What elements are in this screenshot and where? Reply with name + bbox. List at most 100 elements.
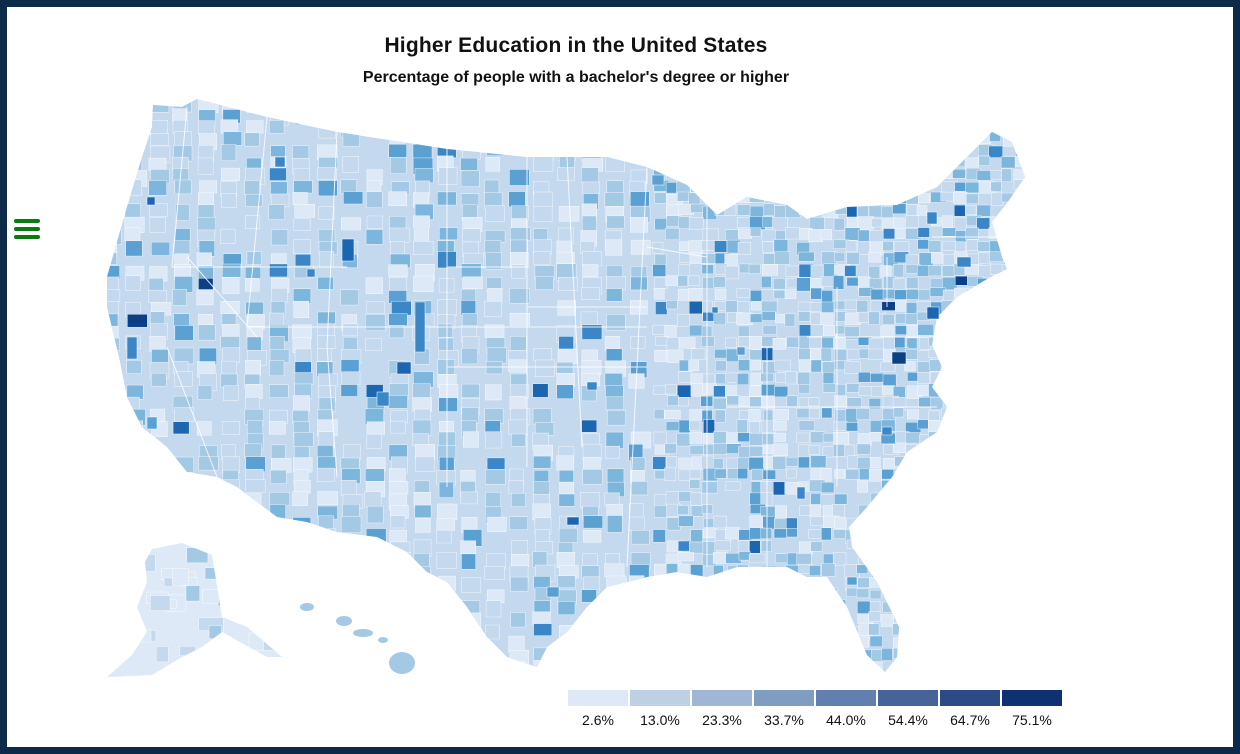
county-cell [965,457,980,472]
county-cell [786,336,799,348]
county-cell [726,191,742,206]
county-cell [810,431,825,444]
county-cell [846,205,858,219]
county-cell [965,227,979,240]
county-cell [654,588,667,600]
county-cell [880,614,895,627]
county-cell [198,192,214,207]
county-cell [988,530,1005,543]
county-cell [940,407,954,418]
county-cell [532,132,548,147]
county-cell [714,468,727,479]
county-cell [977,241,991,252]
county-cell [340,179,357,194]
county-cell [174,179,192,195]
county-cell [714,240,728,253]
county-cell [559,481,574,496]
county-cell [1025,290,1037,302]
county-cell [388,395,408,409]
county-cell [511,493,526,507]
county-cell [366,421,386,435]
county-cell [882,506,898,517]
county-cell [220,119,239,134]
county-cell [976,599,993,613]
county-cell [292,192,308,205]
county-cell [1012,253,1025,265]
county-cell [606,468,625,483]
county-cell [1015,145,1025,158]
county-cell [437,119,457,135]
county-cell [653,578,668,589]
county-cell [737,301,750,314]
county-cell [917,167,932,182]
county-cell [485,600,502,618]
county-cell [124,587,142,602]
county-cell [748,457,765,471]
county-cell [929,359,946,372]
county-cell [761,229,776,242]
county-cell [222,590,239,606]
county-cell [978,313,994,325]
county-cell [631,530,650,545]
county-cell [107,179,123,196]
county-cell [340,384,358,397]
county-cell [988,612,1004,625]
county-cell [820,347,833,362]
county-cell [197,494,214,509]
county-cell [918,541,930,552]
county-cell [810,287,822,300]
county-cell [511,433,526,447]
county-cell [772,338,787,350]
county-cell [844,361,861,374]
county-cell [881,469,895,480]
county-cell [711,306,719,314]
county-cell [966,239,979,251]
county-cell [713,121,725,132]
county-cell [688,420,701,431]
county-cell [928,336,941,347]
county-cell [340,516,362,533]
county-cell [533,348,552,362]
county-cell [833,673,844,685]
legend-label: 2.6% [582,712,614,728]
county-cell [604,563,625,577]
county-cell [1001,660,1012,671]
county-cell [760,491,773,506]
county-cell [712,660,729,670]
county-cell [437,503,458,521]
county-cell [677,396,689,407]
county-cell [691,602,702,615]
county-cell [881,301,896,311]
county-cell [1013,575,1025,590]
county-cell [775,673,790,683]
county-cell [535,359,555,377]
hamburger-menu-icon[interactable] [14,219,40,241]
county-cell [941,636,952,648]
county-cell [415,456,435,472]
county-cell [858,672,871,683]
county-cell [172,421,190,435]
county-cell [127,314,148,328]
county-cell [892,157,905,168]
county-cell [714,540,731,551]
county-cell [107,602,131,613]
state-border [171,106,188,268]
county-cell [1013,179,1025,190]
county-cell [784,181,801,191]
county-cell [484,324,505,338]
county-cell [868,170,884,181]
county-cell [928,265,942,277]
county-cell [439,227,458,241]
county-cell [1027,216,1038,228]
county-cell [365,277,383,295]
county-cell [990,503,1002,517]
county-cell [245,542,263,556]
county-cell [726,588,738,601]
county-cell [965,576,980,589]
county-cell [486,107,504,125]
county-cell [462,313,478,327]
county-cell [676,433,692,447]
county-cell [929,540,942,554]
county-cell [508,108,524,125]
county-cell [293,239,311,254]
